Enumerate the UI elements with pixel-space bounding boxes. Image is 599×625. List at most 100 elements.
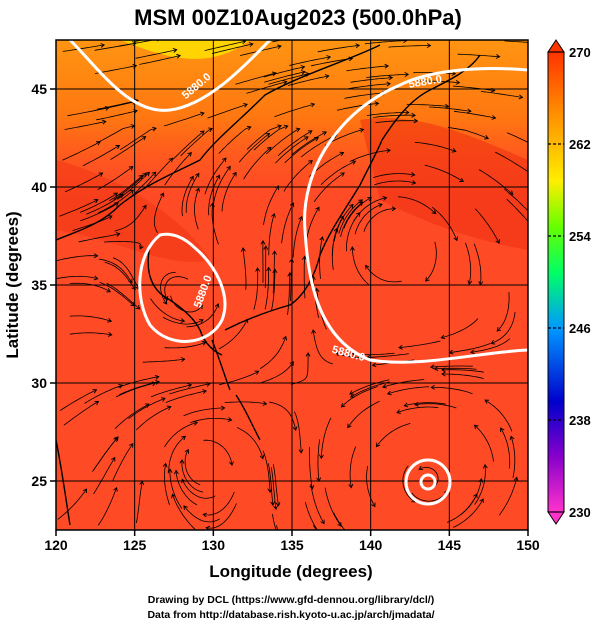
streamline: [264, 246, 267, 289]
streamline: [478, 169, 514, 195]
streamline: [495, 151, 528, 173]
streamline: [269, 401, 297, 431]
streamline: [283, 160, 313, 192]
streamline-arrow: [226, 165, 231, 171]
streamline: [98, 189, 134, 214]
streamline: [63, 401, 99, 426]
streamline-arrow: [295, 127, 301, 133]
streamline-arrow: [495, 239, 500, 244]
streamline-arrow: [479, 498, 484, 504]
y-tick-label: 45: [31, 81, 47, 97]
streamline-arrow: [208, 127, 213, 133]
streamline: [453, 110, 496, 119]
streamline-arrow: [339, 215, 344, 221]
streamline: [320, 160, 356, 186]
streamline: [97, 487, 117, 526]
streamline: [425, 241, 437, 282]
streamline: [183, 407, 225, 417]
streamline: [168, 435, 186, 474]
streamline-arrow: [308, 160, 313, 165]
streamline: [181, 176, 194, 217]
streamline-arrow: [382, 195, 388, 201]
streamline-arrow: [386, 148, 391, 154]
streamline: [78, 233, 120, 243]
streamline-arrow: [467, 280, 473, 286]
streamline-arrow: [172, 47, 178, 53]
streamline: [354, 203, 383, 235]
streamline: [93, 457, 116, 495]
streamline-arrow: [335, 351, 341, 357]
streamline: [108, 175, 143, 202]
streamline: [376, 423, 411, 447]
streamline-arrow: [107, 215, 113, 220]
streamline: [172, 130, 205, 160]
streamline: [348, 83, 391, 90]
colorbar-tick-label: 230: [569, 505, 591, 520]
streamline-arrow: [260, 240, 266, 245]
streamline: [430, 365, 473, 368]
streamline-arrow: [163, 295, 169, 301]
colorbar-top-arrow: [547, 39, 565, 53]
contour-north: [68, 40, 272, 112]
warm-pocket: [360, 118, 528, 250]
streamline: [404, 402, 446, 407]
streamline: [56, 255, 98, 262]
streamline-arrow: [114, 436, 119, 441]
credit-drawing: Drawing by DCL (https://www.gfd-dennou.o…: [148, 594, 434, 606]
streamline-arrow: [273, 505, 279, 511]
streamline: [190, 418, 232, 424]
colorbar-bar: [547, 51, 565, 513]
streamline-arrow: [145, 171, 151, 177]
streamline-arrow: [176, 53, 182, 59]
streamline-arrow: [214, 303, 220, 308]
x-tick-label: 120: [44, 537, 68, 553]
streamline: [150, 298, 185, 322]
streamline: [373, 180, 416, 186]
streamline-arrow: [277, 44, 282, 50]
streamline: [164, 152, 192, 186]
streamline: [313, 172, 345, 203]
streamline: [465, 242, 472, 285]
streamline: [259, 336, 287, 369]
streamline-arrow: [405, 110, 410, 115]
streamline-arrow: [518, 94, 524, 100]
streamline-arrow: [118, 383, 124, 389]
streamline-arrow: [340, 402, 346, 408]
streamline-arrow: [142, 204, 147, 210]
streamline: [349, 149, 391, 162]
streamline: [80, 202, 119, 222]
streamline-arrow: [410, 172, 416, 177]
streamline: [373, 114, 416, 118]
streamline-arrow: [359, 127, 365, 133]
streamline: [203, 439, 233, 466]
streamline: [86, 193, 124, 215]
streamline-arrow: [167, 468, 173, 473]
streamline: [79, 192, 118, 213]
streamline: [446, 493, 478, 523]
streamline: [452, 85, 495, 91]
streamline-arrow: [386, 81, 391, 87]
streamline-arrow: [490, 340, 496, 345]
streamline: [246, 81, 287, 94]
streamline-arrow: [367, 196, 373, 202]
x-tick-label: 130: [202, 537, 226, 553]
streamline: [365, 265, 402, 283]
streamline: [506, 132, 528, 143]
streamline-arrow: [94, 400, 100, 406]
streamline-arrow: [302, 255, 307, 261]
streamline: [136, 406, 171, 431]
streamline: [510, 436, 516, 478]
streamline-arrow: [111, 456, 116, 462]
streamline: [172, 494, 196, 530]
streamline-arrow: [396, 409, 401, 414]
streamline-arrow: [202, 512, 208, 518]
streamline-arrow: [115, 144, 121, 150]
streamline-arrow: [179, 459, 185, 464]
streamline-arrow: [151, 171, 157, 177]
streamline-arrow: [100, 43, 106, 48]
streamline-arrow: [262, 400, 268, 406]
streamline: [162, 316, 204, 325]
streamline: [186, 303, 219, 328]
streamline: [277, 130, 313, 156]
streamline: [104, 261, 136, 290]
